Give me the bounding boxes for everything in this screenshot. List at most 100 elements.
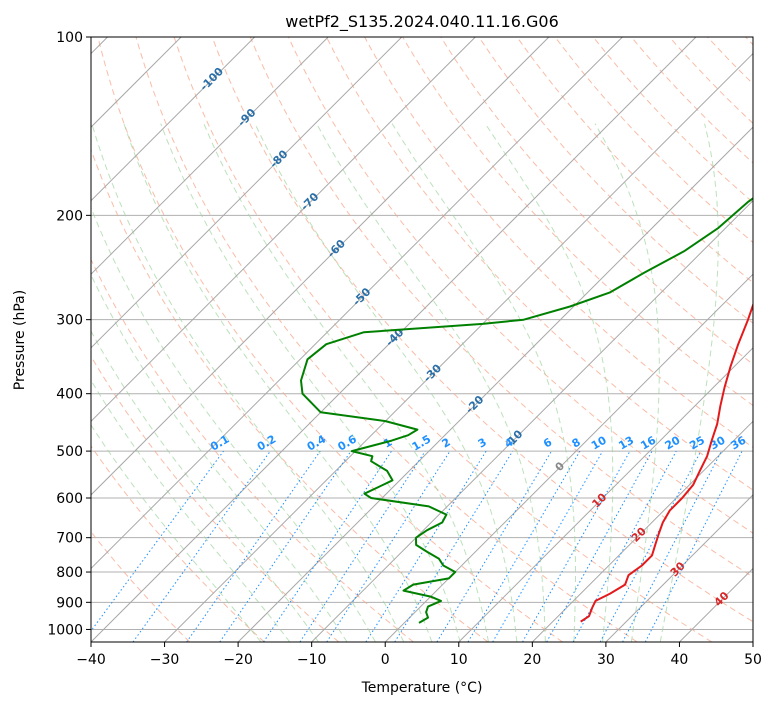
mixing-ratio-label: 0.1 (208, 433, 231, 454)
x-tick-label: 20 (523, 652, 541, 668)
mixing-ratio-line (219, 450, 352, 642)
dry-adiabat-line (440, 37, 753, 365)
moist-adiabat-line (91, 206, 376, 642)
y-tick-label: 1000 (47, 622, 83, 638)
moist-adiabat-line (160, 123, 461, 642)
chart-title: wetPf2_S135.2024.040.11.16.G06 (285, 12, 559, 32)
x-tick-label: −40 (76, 652, 106, 668)
plot-area: -100-90-80-70-60-50-40-30-20-10010203040… (91, 37, 753, 642)
x-tick-label: −10 (297, 652, 327, 668)
moist-adiabat-line (254, 123, 518, 642)
moist-adiabat-line (91, 379, 291, 642)
isotherm-line (531, 420, 753, 642)
isotherm-line (458, 347, 753, 642)
y-axis: 100 200 300 400 500 600 700 800 900 1000 (47, 30, 91, 638)
isotherm-line (91, 37, 476, 423)
y-tick-label: 600 (56, 491, 83, 507)
mixing-ratio-line (132, 450, 271, 642)
x-tick-label: 10 (450, 652, 468, 668)
moist-adiabat-line (659, 123, 719, 642)
dry-adiabat-line (554, 37, 753, 244)
dry-adiabat-line (91, 355, 340, 642)
dry-adiabats (91, 37, 753, 642)
dry-adiabat-line (249, 37, 753, 578)
moist-adiabat-line (484, 123, 614, 642)
mixing-ratio-line (599, 450, 702, 642)
dry-adiabat-line (516, 37, 753, 284)
moist-adiabat-line (203, 123, 489, 642)
x-tick-label: 40 (671, 652, 689, 668)
dry-adiabat-line (630, 37, 753, 164)
y-tick-label: 800 (56, 565, 83, 581)
mixing-ratio-line (326, 450, 451, 642)
mixing-ratio-line (644, 450, 743, 642)
mixing-ratio-label: 13 (616, 434, 636, 453)
isotherm-line (605, 494, 753, 642)
y-tick-label: 900 (56, 595, 83, 611)
isotherm-line (91, 37, 623, 570)
dry-adiabat-line (135, 37, 638, 642)
dry-adiabat-line (91, 531, 191, 642)
x-tick-label: 0 (381, 652, 390, 668)
isotherm-line (91, 37, 329, 275)
isotherm-line (384, 273, 753, 642)
dry-adiabat-line (91, 445, 265, 642)
isotherm-line (164, 52, 753, 642)
mixing-ratio-label: 10 (589, 433, 609, 452)
mixing-ratio-line (436, 450, 552, 642)
y-tick-label: 200 (56, 208, 83, 224)
x-axis-label: Temperature (°C) (361, 680, 483, 696)
dry-adiabat-line (326, 37, 753, 491)
mixing-ratio-label: 36 (728, 433, 748, 452)
x-tick-label: −30 (150, 652, 180, 668)
mixing-ratio-label: 2 (440, 436, 453, 451)
temperature-profile-line (580, 302, 753, 623)
isotherm-line (91, 37, 697, 642)
moist-adiabat-line (91, 123, 405, 642)
dewpoint-profile-line (300, 197, 753, 624)
mixing-ratio-line (365, 450, 487, 642)
y-tick-label: 700 (56, 531, 83, 547)
mixing-ratio-line (546, 450, 653, 642)
x-tick-label: 50 (744, 652, 762, 668)
y-tick-label: 400 (56, 387, 83, 403)
isotherm-line (91, 37, 403, 349)
mixing-ratio-label: 25 (687, 434, 707, 453)
isotherm-line (752, 641, 753, 642)
moist-adiabat-line (594, 123, 660, 642)
mixing-ratio-label: 20 (663, 433, 683, 452)
y-tick-label: 100 (56, 30, 83, 46)
isotherm-line (311, 199, 753, 642)
x-axis: −40 −30 −20 −10 0 10 20 30 40 50 (76, 642, 762, 668)
y-axis-label: Pressure (hPa) (12, 290, 28, 390)
moist-adiabat-line (91, 424, 262, 642)
mixing-ratio-label: 6 (541, 435, 554, 450)
y-tick-label: 500 (56, 444, 83, 460)
isotherm-line (91, 37, 550, 496)
mixing-ratio-line (263, 450, 392, 642)
mixing-ratio-line (186, 450, 321, 642)
x-tick-label: 30 (597, 652, 615, 668)
dry-adiabat-line (91, 258, 414, 642)
dry-adiabat-line (669, 37, 753, 125)
dry-adiabat-line (745, 37, 753, 46)
moist-adiabat-line (316, 123, 546, 642)
isotherm-line (679, 567, 753, 642)
mixing-ratio-label: 3 (476, 436, 489, 451)
dry-adiabat-line (402, 37, 753, 407)
isotherm-line (237, 126, 753, 642)
moist-adiabat-line (391, 123, 576, 642)
dry-adiabat-line (478, 37, 753, 324)
dry-adiabat-line (287, 37, 753, 534)
grid-layer (91, 37, 753, 630)
plot-frame (90, 36, 754, 643)
dry-adiabat-line (97, 37, 563, 642)
mixing-ratio-label: 8 (570, 436, 583, 451)
moist-adiabat-line (123, 123, 433, 642)
mixing-ratio-line (492, 450, 604, 642)
dry-adiabat-line (173, 37, 713, 642)
mixing-ratio-line (467, 450, 581, 642)
y-tick-label: 300 (56, 313, 83, 329)
